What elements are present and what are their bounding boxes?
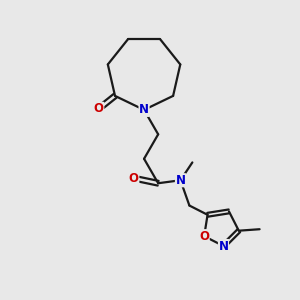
- Text: N: N: [139, 103, 149, 116]
- Text: O: O: [94, 102, 104, 116]
- Text: N: N: [176, 174, 185, 187]
- Text: N: N: [218, 239, 229, 253]
- Text: O: O: [199, 230, 209, 243]
- Text: O: O: [129, 172, 139, 185]
